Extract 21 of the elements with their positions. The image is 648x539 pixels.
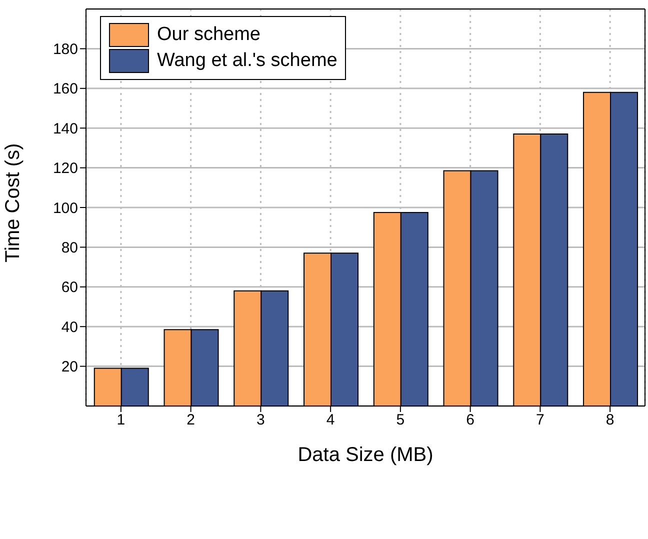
y-tick-label: 20 — [61, 358, 78, 376]
y-tick-label: 80 — [61, 240, 78, 257]
x-tick-label: 6 — [466, 412, 474, 429]
y-tick-label: 100 — [52, 200, 78, 217]
y-tick-label: 60 — [61, 279, 78, 296]
y-axis-title: Time Cost (s) — [2, 143, 24, 262]
x-tick-label: 3 — [256, 412, 265, 429]
legend-label: Wang et al.'s scheme — [157, 50, 338, 72]
x-tick-label: 1 — [116, 412, 126, 429]
legend-label: Our scheme — [157, 24, 260, 46]
x-tick-label: 8 — [606, 412, 614, 429]
x-tick-label: 2 — [186, 412, 195, 429]
x-tick-label: 7 — [536, 412, 544, 429]
y-tick-label: 140 — [52, 120, 78, 138]
x-tick-label: 4 — [326, 412, 335, 429]
x-axis-title: Data Size (MB) — [298, 444, 434, 466]
y-tick-label: 160 — [52, 80, 78, 98]
x-tick-label: 5 — [396, 412, 405, 429]
y-tick-label: 120 — [52, 160, 78, 178]
y-tick-label: 40 — [61, 318, 78, 336]
y-tick-label: 180 — [52, 41, 78, 58]
